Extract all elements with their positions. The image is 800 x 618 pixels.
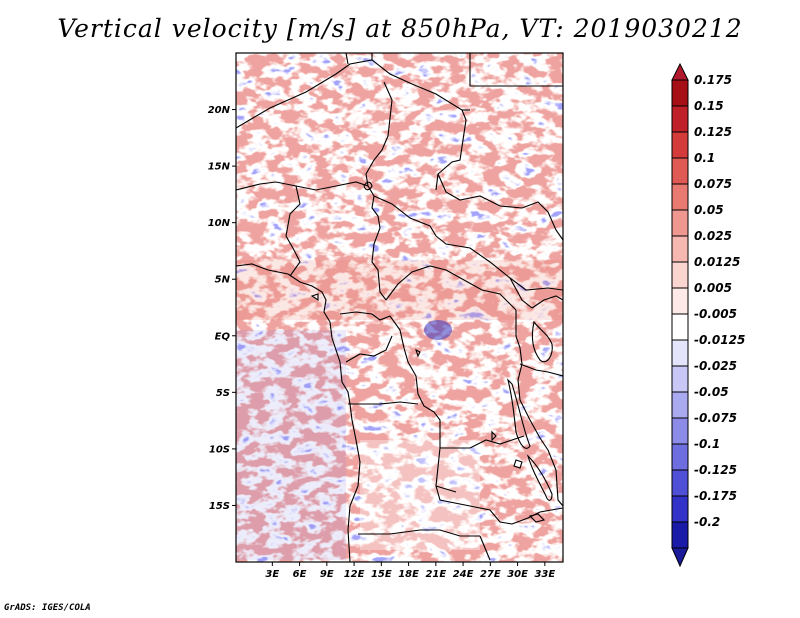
lat-tick-label: 20N	[208, 105, 231, 116]
velocity-field	[236, 53, 563, 562]
colorbar-swatch	[671, 521, 689, 549]
colorbar-label: -0.2	[694, 515, 720, 529]
colorbar-swatch	[671, 417, 689, 445]
grads-credit: GrADS: IGES/COLA	[4, 603, 91, 613]
colorbar-label: -0.1	[694, 437, 720, 451]
colorbar-swatch	[671, 235, 689, 263]
chart-title: Vertical velocity [m/s] at 850hPa, VT: 2…	[57, 14, 743, 43]
lon-tick-label: 30E	[507, 569, 528, 580]
country-borders	[236, 53, 563, 562]
lat-tick-label: 5S	[216, 388, 230, 399]
lat-tick-label: 10S	[209, 444, 230, 455]
lat-tick-label: 5N	[215, 275, 231, 286]
colorbar-swatch	[671, 105, 689, 133]
colorbar-swatch	[671, 365, 689, 393]
lon-tick-label: 6E	[293, 569, 307, 580]
colorbar-label: -0.075	[694, 411, 737, 425]
colorbar-swatch	[671, 313, 689, 341]
colorbar: 0.175 0.15 0.125 0.1 0.075 0.05 0.025 0.0125 0.0…	[671, 62, 745, 568]
lat-tick-label: 15N	[208, 162, 231, 173]
colorbar-swatch	[671, 391, 689, 419]
colorbar-label: 0.075	[694, 177, 732, 191]
colorbar-swatch	[671, 287, 689, 315]
colorbar-swatch	[671, 443, 689, 471]
colorbar-label: 0.175	[694, 73, 732, 87]
colorbar-swatch	[671, 469, 689, 497]
lat-tick-label: 15S	[209, 501, 230, 512]
lon-tick-label: 18E	[398, 569, 419, 580]
colorbar-label: 0.0125	[694, 255, 740, 269]
colorbar-label: 0.125	[694, 125, 732, 139]
lon-tick-label: 9E	[320, 569, 334, 580]
colorbar-swatch	[671, 261, 689, 289]
map-frame	[235, 52, 564, 563]
colorbar-label: 0.005	[694, 281, 732, 295]
colorbar-swatch	[671, 495, 689, 523]
axis-ticks: 20N 15N 10N 5N EQ 5S 10S 15S 3E 6E 9E 12E 15E 18E 21E 2…	[208, 105, 556, 580]
colorbar-label: -0.175	[694, 489, 737, 503]
colorbar-label: -0.125	[694, 463, 737, 477]
colorbar-swatch	[671, 157, 689, 185]
colorbar-label: 0.05	[694, 203, 724, 217]
lon-tick-label: 21E	[425, 569, 446, 580]
colorbar-bottom-arrow	[671, 547, 689, 568]
colorbar-label: 0.025	[694, 229, 732, 243]
lat-tick-label: 10N	[208, 218, 231, 229]
lon-tick-label: 24E	[453, 569, 474, 580]
lon-tick-label: 15E	[371, 569, 392, 580]
colorbar-swatch	[671, 183, 689, 211]
colorbar-label: -0.0125	[694, 333, 745, 347]
lat-tick-label: EQ	[215, 331, 231, 342]
colorbar-swatch	[671, 339, 689, 367]
colorbar-swatch	[671, 79, 689, 107]
lon-tick-label: 33E	[534, 569, 555, 580]
colorbar-label: -0.05	[694, 385, 729, 399]
colorbar-label: -0.025	[694, 359, 737, 373]
colorbar-swatch	[671, 131, 689, 159]
colorbar-swatch	[671, 209, 689, 237]
lon-tick-label: 27E	[480, 569, 501, 580]
lon-tick-label: 3E	[265, 569, 279, 580]
colorbar-label: -0.005	[694, 307, 737, 321]
colorbar-label: 0.15	[694, 99, 724, 113]
colorbar-label: 0.1	[694, 151, 715, 165]
colorbar-top-arrow	[671, 62, 689, 81]
lon-tick-label: 12E	[344, 569, 365, 580]
